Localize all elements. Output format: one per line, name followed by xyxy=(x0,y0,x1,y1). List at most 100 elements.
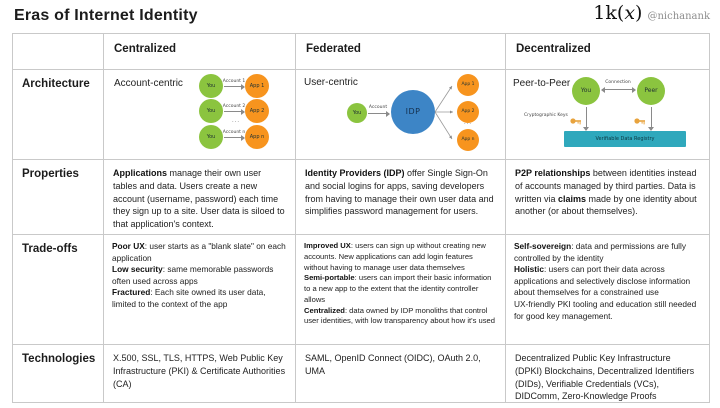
tradeoff-item: Low security: same memorable passwords o… xyxy=(112,264,287,287)
row-label-technologies: Technologies xyxy=(13,345,104,402)
you-node: You xyxy=(572,77,600,105)
tradeoff-lead: Holistic xyxy=(514,264,544,275)
tradeoff-lead: Semi-portable xyxy=(304,273,355,283)
brand-pre: 1k( xyxy=(593,2,625,24)
down-arrow-icon xyxy=(648,107,654,131)
tradeoff-item: Holistic: users can port their data acro… xyxy=(514,264,701,299)
properties-decentralized-cell: P2P relationships between identities ins… xyxy=(506,160,709,235)
idp-node: IDP xyxy=(391,90,435,134)
technologies-text: Decentralized Public Key Infrastructure … xyxy=(515,353,695,402)
column-header-centralized: Centralized xyxy=(104,34,296,70)
ellipsis: ... xyxy=(231,118,241,124)
architecture-federated-cell: User-centric You Account IDP App 1 App 2… xyxy=(296,70,506,160)
properties-lead: Applications xyxy=(113,168,168,178)
federated-architecture-label: User-centric xyxy=(304,77,358,88)
properties-text: offer Single Sign-On and social logins f… xyxy=(305,168,494,217)
user-node: You xyxy=(199,74,223,98)
brand-x: x xyxy=(624,2,636,24)
tradeoff-text: : users can sign up without creating new… xyxy=(304,241,486,272)
properties-centralized-cell: Applications manage their own user table… xyxy=(104,160,296,235)
app-node: App 2 xyxy=(457,101,479,123)
tradeoff-text: : users can port their data across appli… xyxy=(514,264,691,298)
account-edge-label: Account xyxy=(368,105,388,110)
tradeoff-text: UX-friendly PKI tooling and education st… xyxy=(514,299,697,321)
tradeoff-text: : users can import their basic informati… xyxy=(304,273,492,304)
tradeoff-item: Semi-portable: users can import their ba… xyxy=(304,273,497,305)
app-node: App n xyxy=(245,125,269,149)
properties-text: between identities instead of accounts m… xyxy=(515,168,697,204)
centralized-architecture-label: Account-centric xyxy=(114,78,183,89)
tradeoff-item: Poor UX: user starts as a "blank slate" … xyxy=(112,241,287,264)
tradeoff-item: Centralized: data owned by IDP monoliths… xyxy=(304,306,497,328)
tradeoff-lead: Self-sovereign xyxy=(514,241,572,251)
arrow-icon xyxy=(224,108,245,115)
account-edge-label: Account 2 xyxy=(222,104,246,109)
technologies-text: X.500, SSL, TLS, HTTPS, Web Public Key I… xyxy=(113,353,286,389)
ellipsis: ... xyxy=(463,120,473,126)
user-node: You xyxy=(347,103,367,123)
app-node: App 1 xyxy=(457,74,479,96)
brand-post: ) xyxy=(635,2,643,24)
technologies-text: SAML, OpenID Connect (OIDC), OAuth 2.0, … xyxy=(305,353,481,376)
user-node: You xyxy=(199,99,223,123)
account-edge-label: Account n xyxy=(222,130,246,135)
peer-node: Peer xyxy=(637,77,665,105)
properties-text: made by one identity about another (or a… xyxy=(515,193,697,217)
app-node: App 2 xyxy=(245,99,269,123)
architecture-decentralized-cell: Peer-to-Peer You Connection Peer Cryptog… xyxy=(506,70,709,160)
arrow-icon xyxy=(224,83,245,90)
technologies-federated-cell: SAML, OpenID Connect (OIDC), OAuth 2.0, … xyxy=(296,345,506,402)
tradeoff-text: : same memorable passwords often used ac… xyxy=(112,264,274,286)
tradeoff-text: : user starts as a "blank slate" on each… xyxy=(112,241,286,263)
tradeoff-lead: Fractured xyxy=(112,287,151,298)
tradeoff-item: Improved UX: users can sign up without c… xyxy=(304,241,497,273)
account-edge-label: Account 1 xyxy=(222,79,246,84)
architecture-centralized-cell: Account-centric You Account 1 App 1 You … xyxy=(104,70,296,160)
tradeoff-lead: Improved UX xyxy=(304,241,351,250)
properties-lead: P2P relationships xyxy=(515,168,591,178)
tradeoff-lead: Poor UX xyxy=(112,241,145,251)
column-header-federated: Federated xyxy=(296,34,506,70)
technologies-centralized-cell: X.500, SSL, TLS, HTTPS, Web Public Key I… xyxy=(104,345,296,402)
page-title: Eras of Internet Identity xyxy=(14,7,198,24)
properties-lead: Identity Providers (IDP) xyxy=(305,168,405,178)
connection-edge-label: Connection xyxy=(605,80,631,85)
tradeoff-item: UX-friendly PKI tooling and education st… xyxy=(514,299,701,322)
brand-lockup: 1k(x) @nichanank xyxy=(593,2,710,24)
tradeoff-text: : data and permissions are fully control… xyxy=(514,241,687,263)
properties-federated-cell: Identity Providers (IDP) offer Single Si… xyxy=(296,160,506,235)
idp-fan-lines xyxy=(434,85,453,140)
arrow-icon xyxy=(224,134,245,141)
tradeoff-item: Self-sovereign: data and permissions are… xyxy=(514,241,701,264)
properties-text: manage their own user tables and data. U… xyxy=(113,168,285,230)
app-node: App 1 xyxy=(245,74,269,98)
corner-cell xyxy=(13,34,104,70)
key-icon xyxy=(570,118,581,125)
column-header-decentralized: Decentralized xyxy=(506,34,709,70)
decentralized-architecture-label: Peer-to-Peer xyxy=(513,78,571,89)
tradeoffs-decentralized-cell: Self-sovereign: data and permissions are… xyxy=(506,235,709,345)
technologies-decentralized-cell: Decentralized Public Key Infrastructure … xyxy=(506,345,709,402)
author-handle: @nichanank xyxy=(647,11,710,22)
user-node: You xyxy=(199,125,223,149)
row-label-tradeoffs: Trade-offs xyxy=(13,235,104,345)
tradeoff-text: : data owned by IDP monoliths that contr… xyxy=(304,305,495,326)
comparison-table: Centralized Federated Decentralized Arch… xyxy=(12,33,710,403)
tradeoff-item: Fractured: Each site owned its user data… xyxy=(112,287,287,310)
cryptographic-keys-label: Cryptographic Keys xyxy=(524,113,568,118)
brand-logo: 1k(x) xyxy=(593,2,642,24)
arrow-icon xyxy=(368,110,390,117)
app-node: App n xyxy=(457,129,479,151)
registry-bar: Verifiable Data Registry xyxy=(564,131,686,147)
tradeoffs-federated-cell: Improved UX: users can sign up without c… xyxy=(296,235,506,345)
double-arrow-icon xyxy=(601,86,636,93)
tradeoff-text: : Each site owned its user data, limited… xyxy=(112,287,266,310)
tradeoffs-centralized-cell: Poor UX: user starts as a "blank slate" … xyxy=(104,235,296,345)
properties-emphasis: claims xyxy=(558,193,587,204)
key-icon xyxy=(634,118,645,125)
tradeoff-lead: Low security xyxy=(112,264,163,275)
tradeoff-lead: Centralized xyxy=(304,305,345,315)
row-label-properties: Properties xyxy=(13,160,104,235)
row-label-architecture: Architecture xyxy=(13,70,104,160)
down-arrow-icon xyxy=(583,107,589,131)
